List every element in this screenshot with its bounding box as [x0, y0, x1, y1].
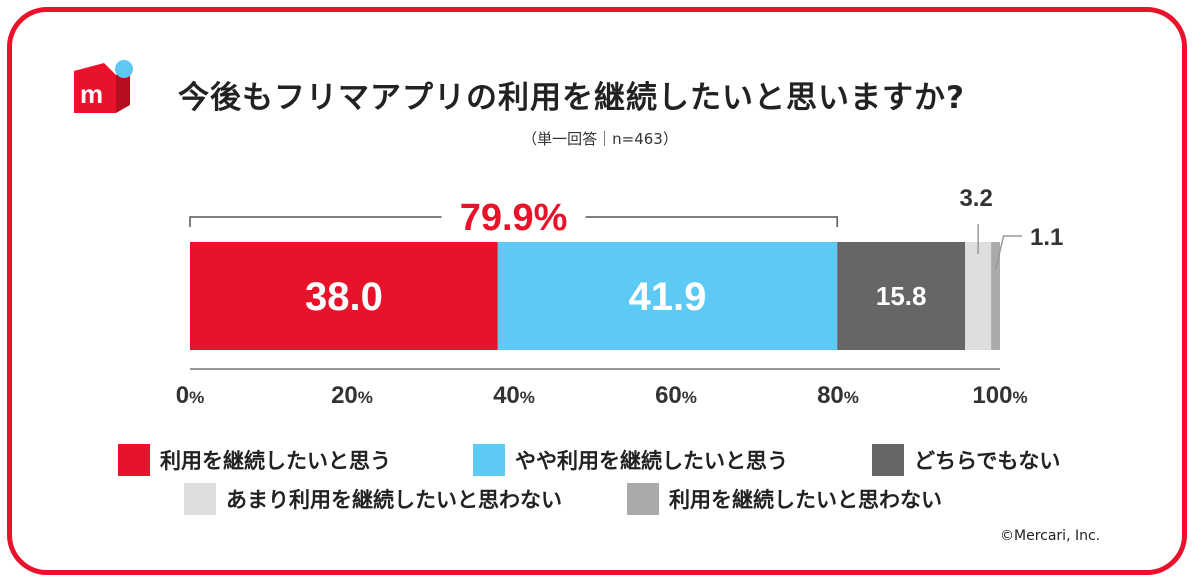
x-tick-label-100: 100% — [972, 382, 1027, 409]
top2-bracket — [189, 216, 838, 227]
card-frame — [7, 7, 1187, 575]
bar-segment-5 — [991, 242, 1000, 350]
legend-item-4: あまり利用を継続したいと思わない — [184, 483, 562, 515]
chart-subtitle: （単一回答｜n=463） — [522, 130, 678, 148]
x-tick-label-40: 40% — [493, 382, 535, 409]
legend-swatch-5 — [627, 483, 659, 515]
legend-item-3: どちらでもない — [872, 444, 1060, 476]
legend-label-4: あまり利用を継続したいと思わない — [226, 488, 562, 512]
legend-swatch-4 — [184, 483, 216, 515]
bar-segment-1 — [190, 242, 498, 350]
legend-item-5: 利用を継続したいと思わない — [627, 483, 942, 515]
x-tick-label-60: 60% — [655, 382, 697, 409]
legend-swatch-2 — [473, 444, 505, 476]
svg-text:m: m — [80, 79, 103, 109]
copyright-text: ©Mercari, Inc. — [1000, 528, 1101, 544]
bar-segment-3 — [837, 242, 966, 350]
legend-swatch-1 — [118, 444, 150, 476]
bar-label-2: 41.9 — [629, 275, 707, 319]
bar-label-1: 38.0 — [305, 275, 383, 319]
x-tick-label-20: 20% — [331, 382, 373, 409]
legend-item-1: 利用を継続したいと思う — [118, 444, 391, 476]
chart-title: 今後もフリマアプリの利用を継続したいと思いますか? — [178, 80, 965, 116]
bar-segment-4 — [965, 242, 992, 350]
legend-label-1: 利用を継続したいと思う — [160, 449, 391, 473]
bar-segment-2 — [497, 242, 838, 350]
legend-label-5: 利用を継続したいと思わない — [669, 488, 942, 512]
legend-label-3: どちらでもない — [914, 449, 1061, 473]
legend-label-2: やや利用を継続したいと思う — [515, 449, 788, 473]
bar-label-5: 1.1 — [1030, 224, 1063, 251]
top2-total-label: 79.9% — [460, 197, 568, 239]
legend-swatch-3 — [872, 444, 904, 476]
bar-label-3: 15.8 — [876, 281, 927, 311]
bar-label-4: 3.2 — [959, 185, 992, 212]
x-tick-label-80: 80% — [817, 382, 859, 409]
legend-item-2: やや利用を継続したいと思う — [473, 444, 788, 476]
leader-line-5 — [994, 235, 1022, 271]
x-tick-label-0: 0% — [176, 382, 204, 409]
mercari-logo-icon: m — [74, 60, 133, 113]
